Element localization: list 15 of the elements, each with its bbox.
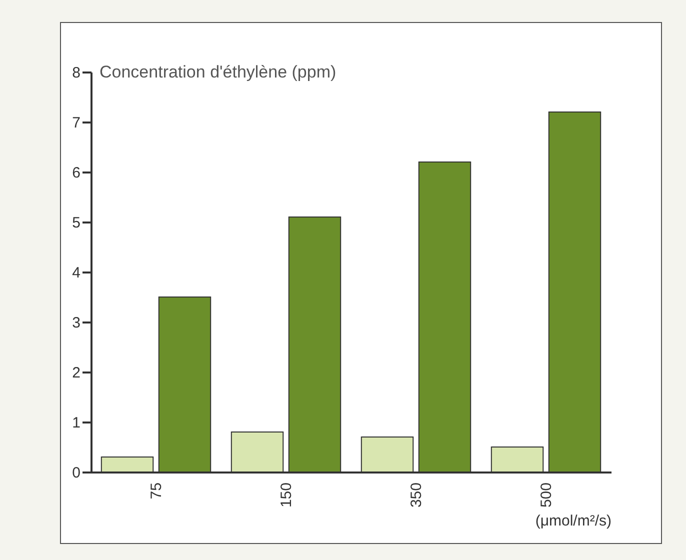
y-tick-label: 4 [72, 264, 80, 282]
y-tick-label: 3 [72, 314, 80, 332]
y-tick-label: 8 [72, 64, 80, 82]
y-tick-label: 2 [72, 364, 80, 382]
x-tick-label: 150 [278, 482, 295, 508]
x-tick-label: 350 [408, 482, 425, 508]
y-tick-label: 0 [72, 464, 80, 482]
y-tick-label: 5 [72, 214, 80, 232]
y-tick-label: 1 [72, 414, 80, 432]
y-tick-label: 7 [72, 114, 80, 132]
y-axis-title: Concentration d'éthylène (ppm) [100, 62, 336, 82]
x-tick-label: 75 [148, 482, 165, 500]
y-tick-label: 6 [72, 164, 80, 182]
x-axis-title: (μmol/m²/s) [535, 512, 612, 530]
x-tick-label: 500 [538, 482, 555, 508]
